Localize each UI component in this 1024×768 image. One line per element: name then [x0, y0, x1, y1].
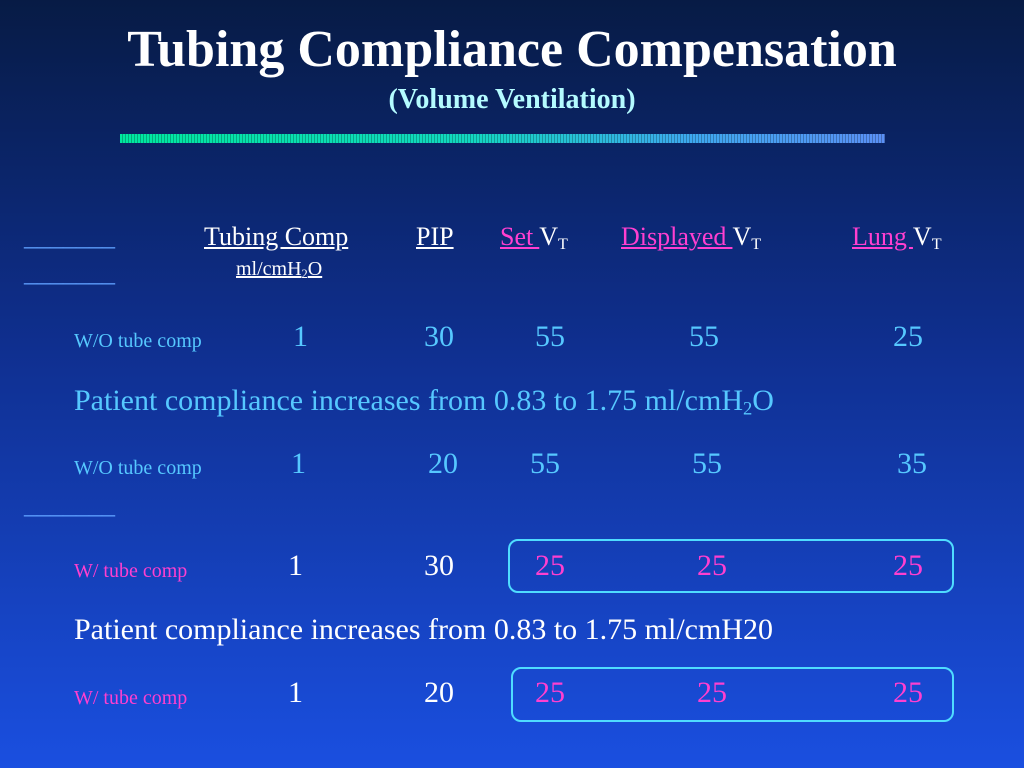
row-4-pip: 20 [424, 676, 454, 709]
row-3-pip: 30 [424, 549, 454, 582]
header-pip: PIP [416, 222, 454, 251]
row-3-set-vt: 25 [535, 549, 565, 582]
row-1-label: W/O tube comp [74, 330, 202, 352]
header-lung-vt: Lung VT [852, 222, 942, 254]
row-2-set-vt: 55 [530, 447, 560, 480]
row-3-label: W/ tube comp [74, 560, 188, 582]
slide-title: Tubing Compliance Compensation [127, 21, 897, 78]
row-4-lung-vt: 25 [893, 676, 923, 709]
header-blank-line-2: _______ [24, 258, 115, 287]
row-4-highlight-box [511, 667, 954, 722]
row-4-set-vt: 25 [535, 676, 565, 709]
slide-subtitle: (Volume Ventilation) [388, 84, 636, 115]
row-3-lung-vt: 25 [893, 549, 923, 582]
row-3-tubing-comp: 1 [288, 549, 303, 582]
row-2-lung-vt: 35 [897, 447, 927, 480]
row-1-set-vt: 55 [535, 320, 565, 353]
row-1-lung-vt: 25 [893, 320, 923, 353]
row-1-pip: 30 [424, 320, 454, 353]
row-2-tubing-comp: 1 [291, 447, 306, 480]
row-1-displayed-vt: 55 [689, 320, 719, 353]
row-2-pip: 20 [428, 447, 458, 480]
row-4-displayed-vt: 25 [697, 676, 727, 709]
row-3-highlight-box [508, 539, 954, 593]
separator-blank-line: _______ [24, 490, 115, 519]
row-3-displayed-vt: 25 [697, 549, 727, 582]
header-set-vt: Set VT [500, 222, 568, 254]
row-2-displayed-vt: 55 [692, 447, 722, 480]
row-4-tubing-comp: 1 [288, 676, 303, 709]
title-divider-bar [120, 134, 885, 143]
header-tubing-comp: Tubing Comp [204, 222, 349, 251]
row-2-label: W/O tube comp [74, 457, 202, 479]
note-compliance-2: Patient compliance increases from 0.83 t… [74, 613, 773, 646]
header-displayed-vt: Displayed VT [621, 222, 762, 254]
row-4-label: W/ tube comp [74, 687, 188, 709]
header-tubing-comp-units: ml/cmH2O [236, 258, 323, 282]
header-blank-line-1: _______ [24, 222, 115, 251]
row-1-tubing-comp: 1 [293, 320, 308, 353]
note-compliance-1: Patient compliance increases from 0.83 t… [74, 384, 774, 420]
